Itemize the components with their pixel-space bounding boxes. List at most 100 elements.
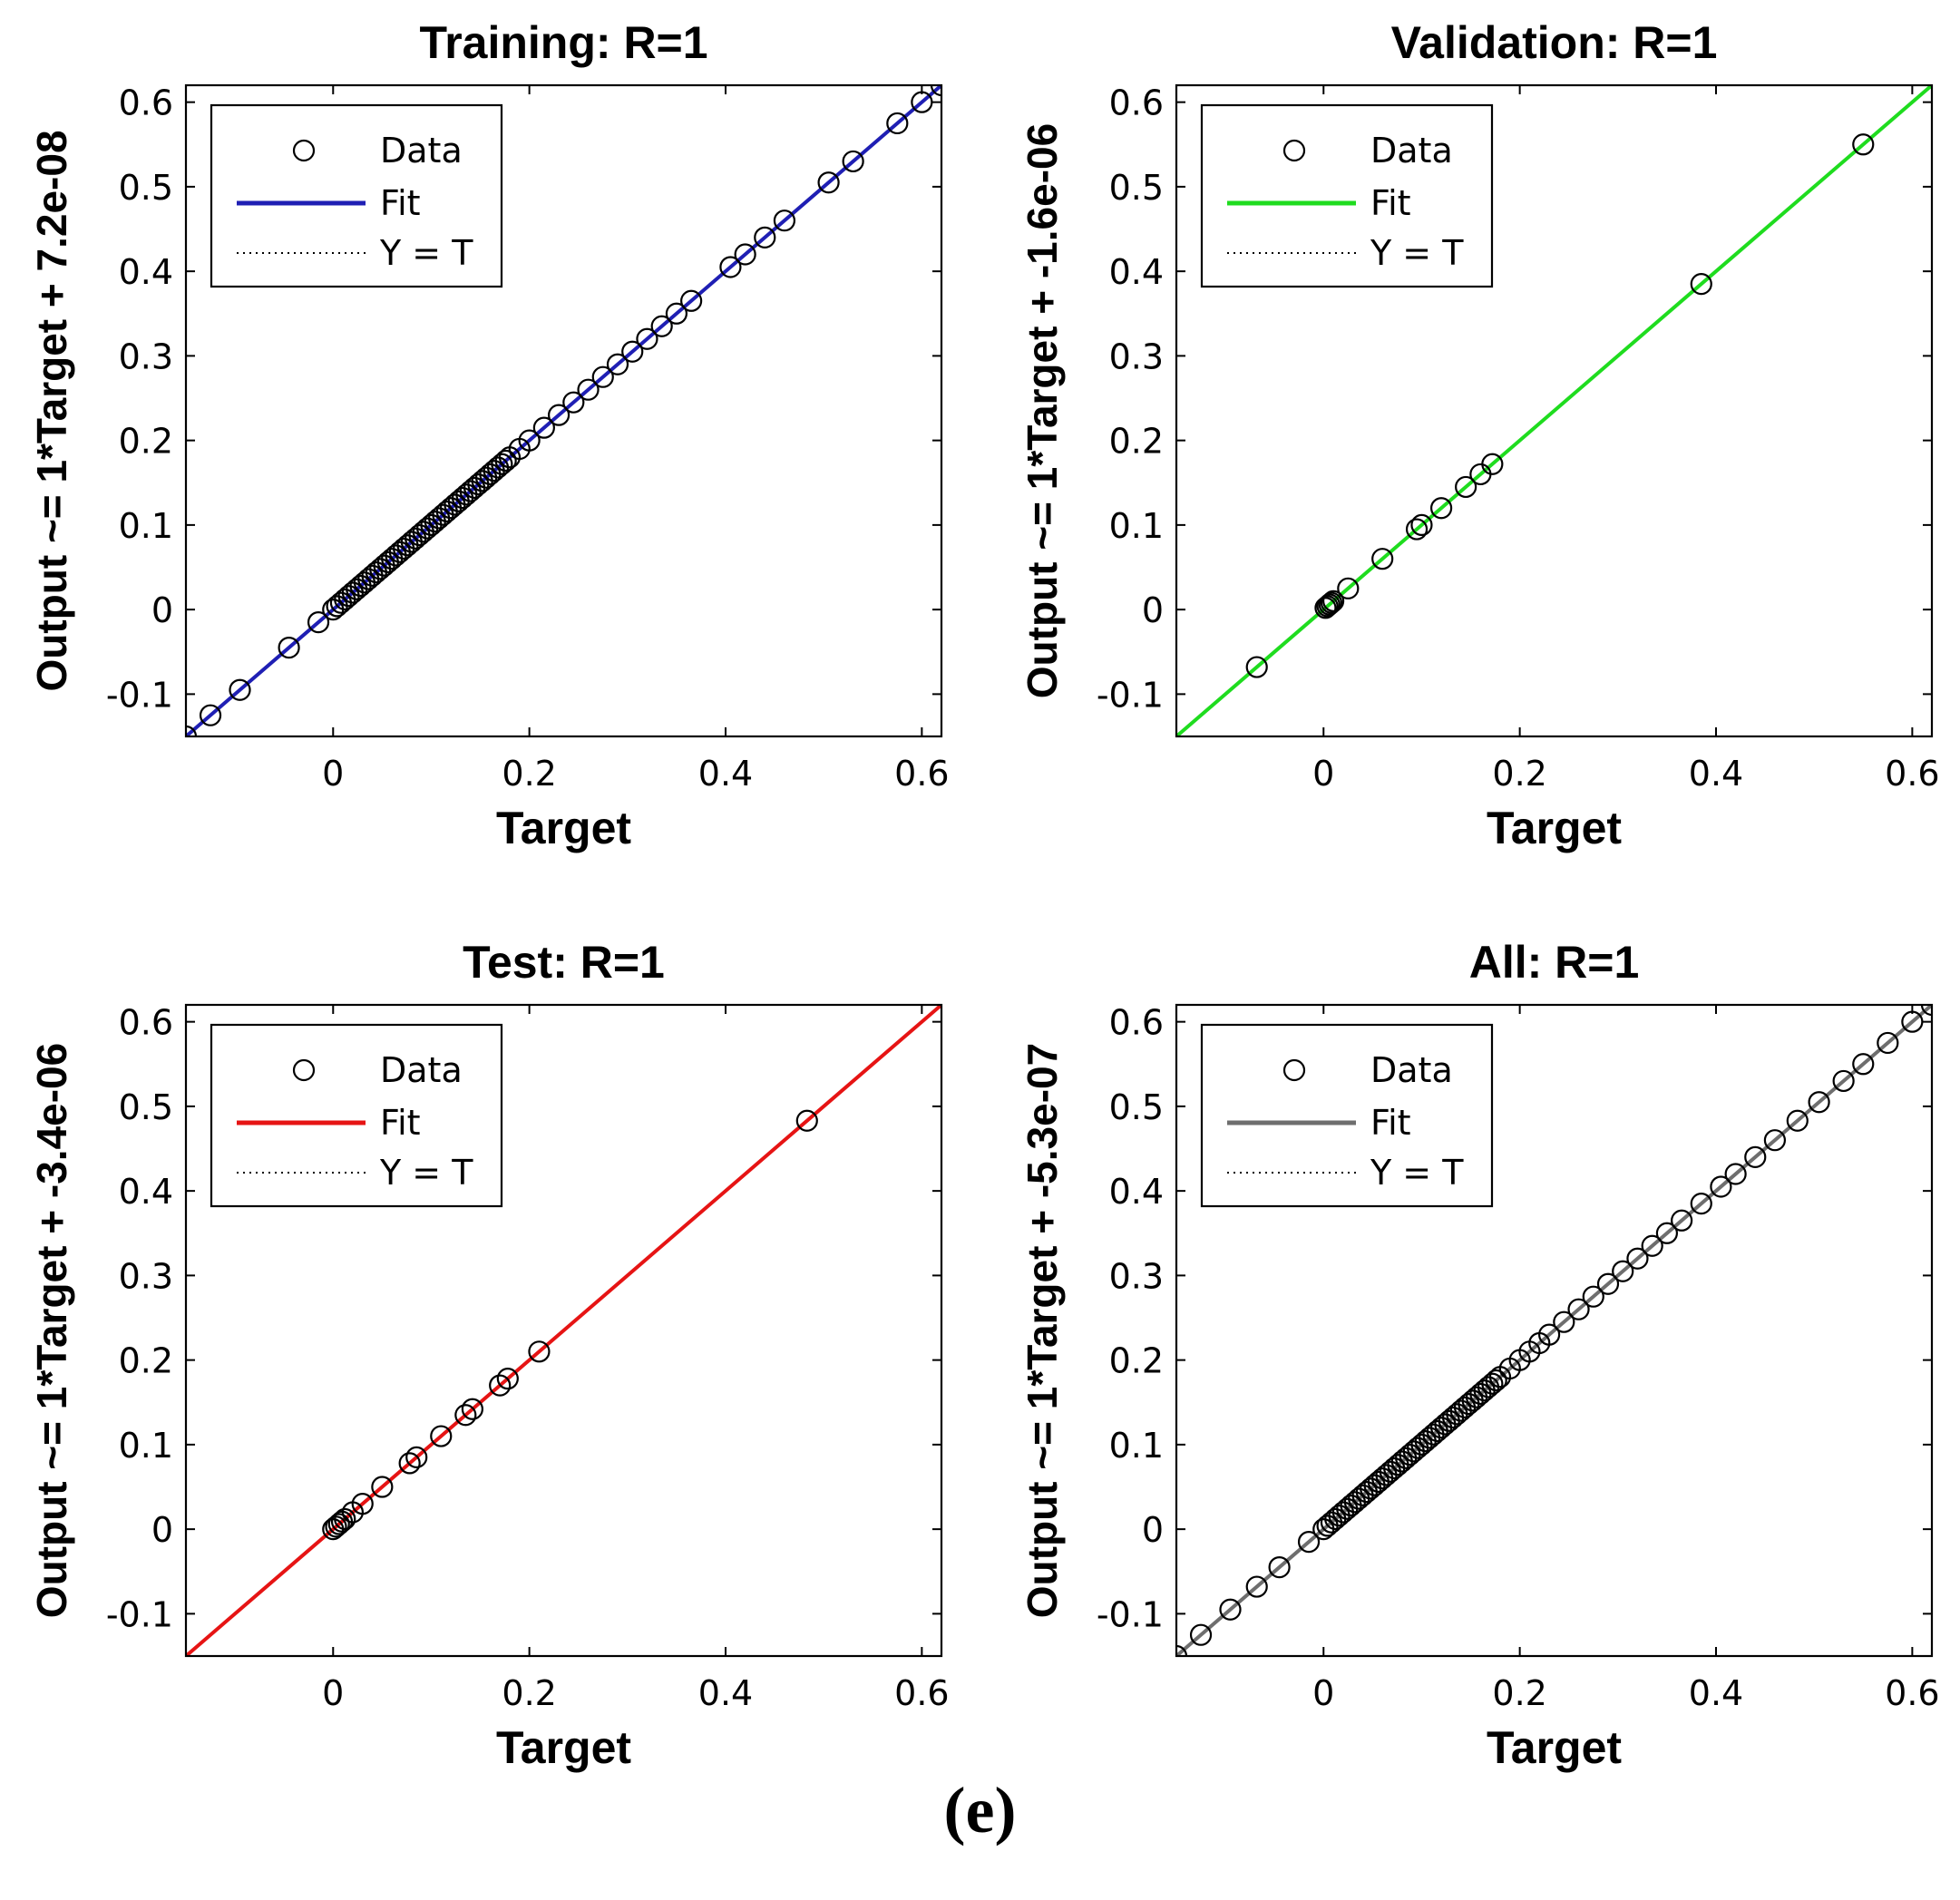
data-point [547,404,570,426]
data-point [591,365,614,388]
x-tick-label: 0.4 [1689,754,1743,794]
data-point [562,391,585,414]
data-point [1481,1372,1504,1395]
data-point [1245,656,1268,678]
y-tick-label: 0.4 [119,252,173,292]
x-tick-label: 0.2 [1492,754,1546,794]
chart-panel-2: -0.1 0 0.1 0.2 0.3 0.4 0.5 0.6 0 0.2 0.4 0.6 Validat… [1019,17,1940,853]
x-tick-label: 0.2 [1492,1673,1546,1713]
data-point [461,1398,483,1420]
y-tick-label: 0.4 [1109,252,1164,292]
legend-label-y-equals-t: Y = T [379,233,473,273]
y-tick-label: 0.6 [119,83,173,123]
x-axis-label: Target [1487,1722,1622,1773]
legend-label-y-equals-t: Y = T [379,1153,473,1193]
data-point [1455,475,1477,499]
fit-line [1176,1005,1932,1656]
data-point [1744,1145,1767,1168]
legend-label-data: Data [1370,1050,1453,1090]
y-axis-label: Output ~= 1*Target + -5.3e-07 [1019,1043,1066,1618]
data-point [1808,1091,1830,1114]
data-point [1626,1247,1649,1270]
data-point [1320,591,1343,614]
data-point [606,353,629,375]
data-point [405,1446,428,1468]
data-point [1567,1298,1590,1320]
legend: Data Fit Y = T [210,1023,503,1208]
data-point [496,1368,519,1390]
data-point [1655,1222,1679,1244]
data-point [680,289,703,312]
data-point [371,1476,394,1498]
y-tick-label: 0.1 [119,506,173,546]
legend-label-fit: Fit [1370,1103,1411,1143]
data-point [199,704,222,726]
x-tick-label: 0 [322,754,344,794]
data-point [1596,1272,1620,1295]
data-point [1710,1175,1732,1198]
data-point [650,315,673,337]
legend-label-data: Data [380,1050,463,1090]
chart-panel-1: -0.1 0 0.1 0.2 0.3 0.4 0.5 0.6 0 0.2 0.4 0.6 Trainin… [28,17,950,853]
data-point [817,171,840,194]
legend-box [210,1023,503,1208]
data-point [1219,1598,1242,1621]
plot-content [186,85,941,736]
data-point [1481,453,1504,475]
fit-line [186,1005,941,1656]
plot-content [186,1005,941,1656]
x-tick-label: 0.4 [698,754,753,794]
legend-box [210,103,503,288]
y-tick-label: 0.6 [1109,1003,1164,1043]
x-tick-label: 0.4 [1689,1673,1743,1713]
x-tick-label: 0.2 [502,1673,556,1713]
figure-caption: (e) [943,1774,1017,1846]
legend-box [1200,103,1494,288]
data-point [528,1340,551,1363]
data-point [334,1507,356,1531]
x-tick-label: 0.2 [502,754,556,794]
legend: Data Fit Y = T [210,103,503,288]
plot-content [1176,1005,1932,1656]
y-tick-label: 0.5 [119,1087,173,1127]
legend-label-fit: Fit [380,1103,421,1143]
y-tick-label: 0.2 [119,1341,173,1381]
y-tick-label: 0.4 [1109,1172,1164,1212]
legend-label-data: Data [1370,131,1453,171]
x-tick-label: 0.4 [698,1673,753,1713]
data-point [351,1493,374,1515]
y-tick-label: 0.2 [119,422,173,462]
data-point [1314,597,1337,619]
axes-box [184,83,943,738]
data-point [1724,1163,1747,1185]
x-tick-label: 0.6 [894,1673,949,1713]
data-point [1337,577,1360,599]
data-point [795,1109,818,1132]
legend: Data Fit Y = T [1200,1023,1494,1208]
data-point [1832,1069,1855,1093]
data-point [327,1513,350,1535]
data-point [307,611,330,634]
legend-label-y-equals-t: Y = T [1370,1153,1464,1193]
fit-line [186,85,941,736]
legend-box [1200,1023,1494,1208]
data-point [1485,1369,1507,1392]
legend-marker-data [1282,1058,1306,1082]
data-point [532,416,555,439]
axes-box [184,1003,943,1658]
data-point [1316,595,1339,618]
y-tick-label: 0 [151,590,173,630]
y-tick-label: 0.6 [119,1003,173,1043]
y-tick-label: 0.3 [1109,1256,1164,1296]
y-tick-label: -0.1 [1097,1594,1164,1634]
y-tick-label: 0.3 [119,1256,173,1296]
legend: Data Fit Y = T [1200,103,1494,288]
data-point [1786,1109,1809,1132]
chart-panel-3: -0.1 0 0.1 0.2 0.3 0.4 0.5 0.6 0 0.2 0.4 0.6 Test: R… [28,937,950,1773]
data-point [1671,1209,1693,1232]
y-axis-label: Output ~= 1*Target + -1.6e-06 [1019,123,1066,698]
data-point [1852,133,1875,156]
chart-title: Validation: R=1 [1391,17,1718,68]
y-tick-label: -0.1 [1097,675,1164,715]
